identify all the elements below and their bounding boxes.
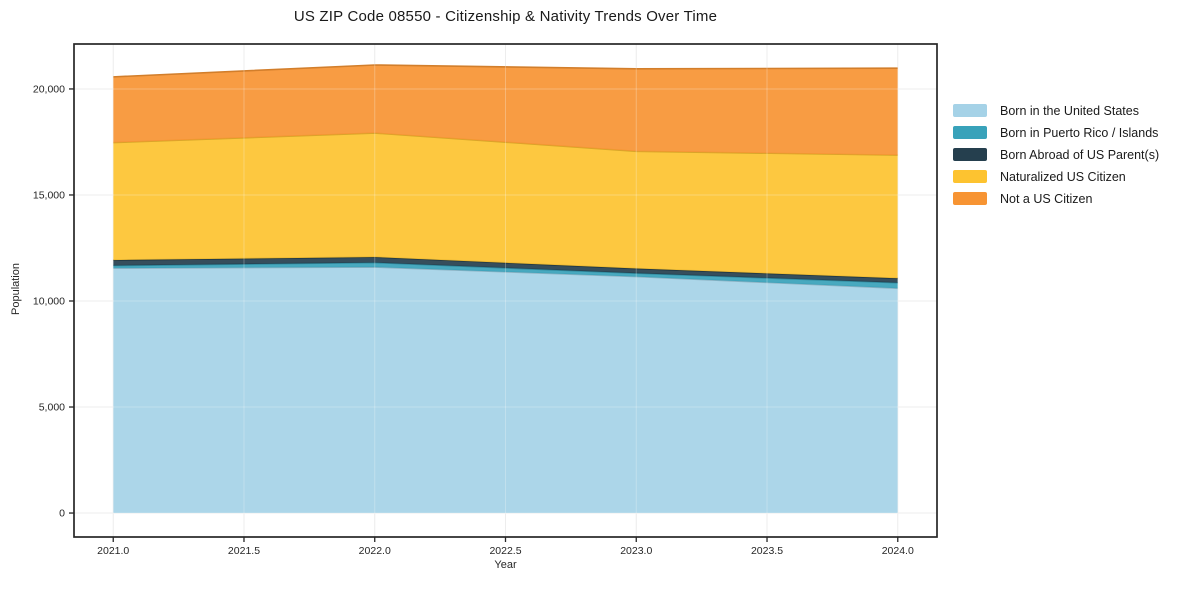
x-tick-label: 2023.5 xyxy=(751,545,783,557)
legend-item-born-abroad-of-us-parent-s: Born Abroad of US Parent(s) xyxy=(953,147,1159,162)
y-tick-label: 5,000 xyxy=(39,402,65,414)
y-axis-label: Population xyxy=(10,263,22,315)
x-tick-label: 2024.0 xyxy=(882,545,914,557)
legend-swatch-icon xyxy=(953,126,987,139)
legend-item-born-in-puerto-rico-islands: Born in Puerto Rico / Islands xyxy=(953,125,1159,140)
chart-title: US ZIP Code 08550 - Citizenship & Nativi… xyxy=(293,8,718,25)
area-edge-not-a-us-citizen xyxy=(113,64,898,78)
x-tick-label: 2023.0 xyxy=(620,545,652,557)
legend: Born in the United States Born in Puerto … xyxy=(953,103,1159,206)
area-not-a-us-citizen xyxy=(113,64,898,156)
legend-item-not-a-us-citizen: Not a US Citizen xyxy=(953,191,1159,206)
legend-label: Born Abroad of US Parent(s) xyxy=(1000,147,1160,162)
x-tick-label: 2021.5 xyxy=(228,545,260,557)
legend-label: Naturalized US Citizen xyxy=(1000,169,1126,184)
legend-item-naturalized-us-citizen: Naturalized US Citizen xyxy=(953,169,1159,184)
legend-label: Born in Puerto Rico / Islands xyxy=(1000,125,1159,140)
x-tick-label: 2021.0 xyxy=(97,545,129,557)
y-tick-label: 15,000 xyxy=(33,189,65,201)
x-tick-label: 2022.0 xyxy=(359,545,391,557)
legend-swatch-icon xyxy=(953,148,987,161)
area-naturalized-us-citizen xyxy=(113,133,898,279)
x-tick-label: 2022.5 xyxy=(489,545,521,557)
legend-swatch-icon xyxy=(953,192,987,205)
legend-label: Born in the United States xyxy=(1000,103,1139,118)
y-tick-label: 10,000 xyxy=(33,295,65,307)
legend-label: Not a US Citizen xyxy=(1000,191,1093,206)
legend-swatch-icon xyxy=(953,170,987,183)
legend-item-born-in-the-united-states: Born in the United States xyxy=(953,103,1159,118)
legend-swatch-icon xyxy=(953,104,987,117)
y-tick-label: 20,000 xyxy=(33,83,65,95)
area-born-in-the-united-states xyxy=(113,267,898,514)
x-axis-label: Year xyxy=(494,559,517,571)
y-tick-label: 0 xyxy=(59,508,65,520)
